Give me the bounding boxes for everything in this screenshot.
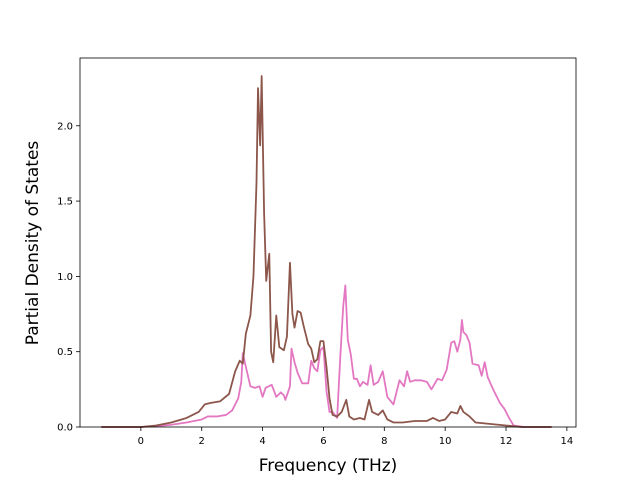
y-tick-label: 0.0 bbox=[57, 423, 73, 434]
x-tick-label: 14 bbox=[561, 436, 574, 447]
x-axis: 0 2 4 6 8 10 12 14 bbox=[138, 427, 574, 447]
x-tick-label: 8 bbox=[381, 436, 387, 447]
x-axis-label: Frequency (THz) bbox=[259, 456, 398, 476]
y-tick-label: 1.5 bbox=[57, 197, 73, 208]
y-tick-label: 1.0 bbox=[57, 272, 73, 283]
y-tick-label: 2.0 bbox=[57, 121, 73, 132]
y-tick-label: 0.5 bbox=[57, 347, 73, 358]
y-axis: 0.0 0.5 1.0 1.5 2.0 bbox=[57, 121, 80, 434]
x-tick-label: 0 bbox=[138, 436, 144, 447]
x-tick-label: 2 bbox=[199, 436, 205, 447]
series-line-1 bbox=[101, 284, 552, 428]
series-line-2 bbox=[101, 75, 552, 428]
x-tick-label: 12 bbox=[500, 436, 513, 447]
y-axis-label: Partial Density of States bbox=[23, 141, 43, 346]
plot-frame bbox=[79, 57, 577, 428]
x-tick-label: 10 bbox=[439, 436, 452, 447]
x-tick-label: 6 bbox=[320, 436, 326, 447]
x-tick-label: 4 bbox=[259, 436, 265, 447]
series-layer bbox=[101, 75, 552, 428]
